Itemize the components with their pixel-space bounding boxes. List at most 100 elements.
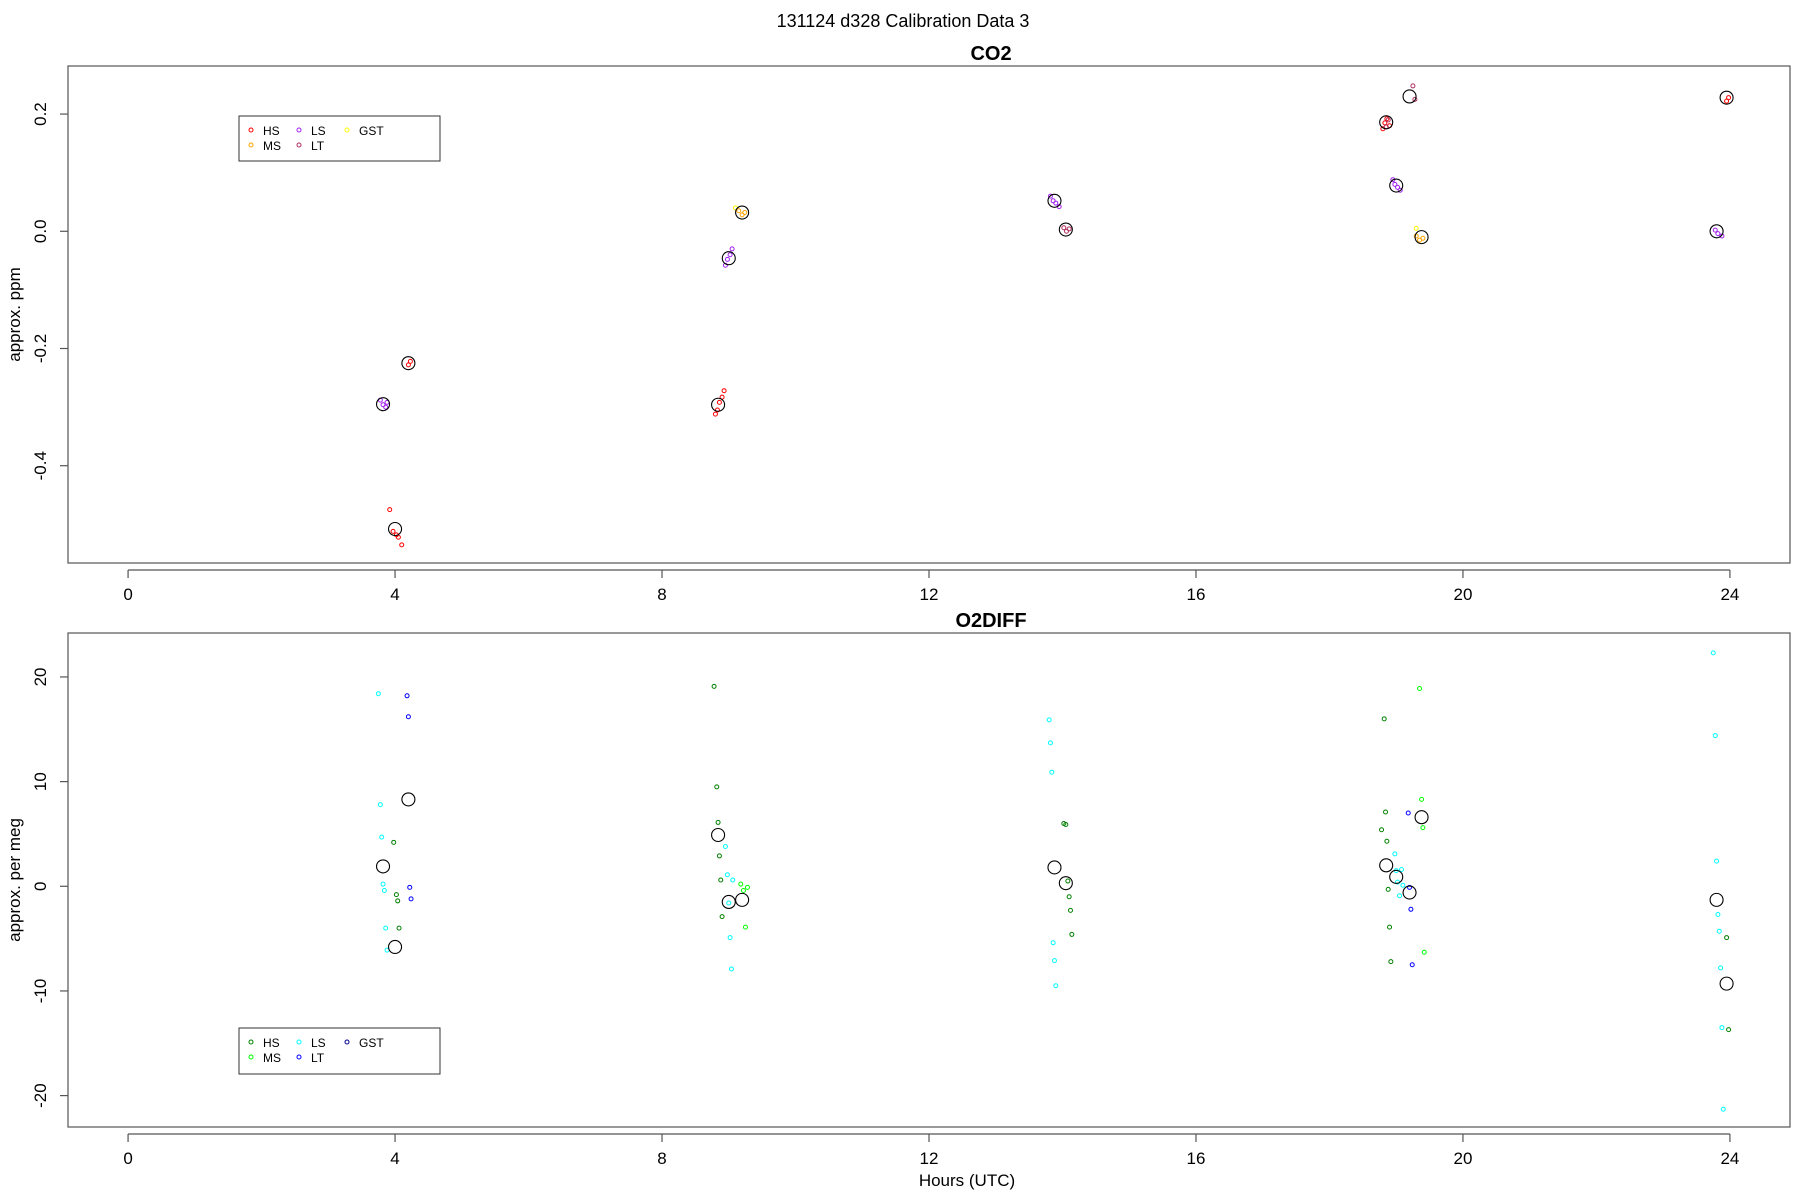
data-point: [1050, 940, 1056, 946]
data-point: [1065, 878, 1071, 884]
legend-label: LS: [311, 1036, 326, 1050]
data-point: [1063, 822, 1069, 828]
data-point: [383, 925, 389, 931]
mean-marker: [1389, 178, 1404, 193]
data-point: [407, 884, 413, 890]
data-point: [377, 802, 383, 808]
data-point: [1716, 928, 1722, 934]
x-tick-label: 8: [657, 1149, 666, 1168]
data-point: [1714, 858, 1720, 864]
data-point: [712, 411, 718, 417]
data-point: [1407, 884, 1413, 890]
data-point: [1724, 935, 1730, 941]
legend-box: [238, 1027, 441, 1075]
y-tick-label: 20: [31, 667, 50, 686]
data-point: [1719, 1025, 1725, 1031]
data-point: [1397, 893, 1403, 899]
legend-label: LS: [311, 124, 326, 138]
data-point: [1053, 200, 1059, 206]
data-point: [730, 877, 736, 883]
data-point: [729, 246, 735, 252]
data-point: [1710, 650, 1716, 656]
x-tick-label: 16: [1187, 585, 1206, 604]
legend-label: LT: [311, 139, 325, 153]
y-tick-label: -10: [31, 979, 50, 1004]
data-point: [396, 925, 402, 931]
data-point: [724, 872, 730, 878]
data-point: [714, 407, 720, 413]
x-tick-label: 24: [1720, 585, 1739, 604]
data-point: [714, 784, 720, 790]
data-point: [1715, 231, 1721, 237]
mean-marker: [711, 827, 726, 843]
data-point: [1066, 894, 1072, 900]
data-point: [726, 900, 732, 906]
legend-marker: [296, 142, 302, 148]
data-point: [1397, 187, 1403, 193]
panel-title: CO2: [970, 43, 1011, 65]
mean-marker: [1402, 89, 1417, 104]
mean-marker: [1058, 222, 1073, 237]
mean-marker: [1414, 230, 1429, 245]
data-point: [1417, 685, 1423, 691]
data-point: [387, 507, 393, 513]
x-tick-label: 0: [123, 1149, 132, 1168]
data-point: [1047, 193, 1053, 199]
x-tick-label: 8: [657, 585, 666, 604]
mean-marker: [735, 892, 750, 907]
data-point: [1067, 907, 1073, 913]
data-point: [1724, 98, 1730, 104]
x-tick-label: 20: [1453, 585, 1472, 604]
data-point: [1383, 809, 1389, 815]
x-tick-label: 4: [390, 1149, 399, 1168]
mean-marker: [1709, 224, 1724, 239]
data-point: [1392, 851, 1398, 857]
mean-marker: [1389, 869, 1404, 884]
data-point: [718, 877, 724, 883]
y-tick-label: 0: [31, 882, 50, 891]
data-point: [1384, 838, 1390, 844]
y-axis-label: approx. ppm: [5, 267, 24, 362]
page-title-svg: 131124 d328 Calibration Data 3: [777, 11, 1030, 31]
data-point: [727, 935, 733, 941]
data-point: [1053, 983, 1059, 989]
data-point: [1720, 1106, 1726, 1112]
data-point: [1385, 117, 1391, 123]
co2-panel: CO2 0 4 8 12 16 20 24 -0.4 -0.2 0.0 0.2 approx. ppm H…: [5, 43, 1791, 604]
y-tick-label: -0.4: [31, 451, 50, 480]
x-axis-label: Hours (UTC): [919, 1171, 1015, 1190]
data-point: [716, 399, 722, 405]
mean-marker: [1414, 810, 1429, 825]
data-point: [1061, 225, 1067, 231]
y-tick-label: 0.0: [31, 219, 50, 243]
data-point: [383, 404, 389, 410]
legend-label: HS: [263, 124, 280, 138]
data-point: [381, 887, 387, 893]
data-point: [1408, 906, 1414, 912]
y-tick-label: -20: [31, 1083, 50, 1108]
mean-marker: [1719, 90, 1734, 105]
x-tick-label: 20: [1453, 1149, 1472, 1168]
mean-marker: [1047, 860, 1062, 875]
data-point: [1712, 733, 1718, 739]
mean-marker: [1058, 876, 1073, 891]
legend-marker: [296, 127, 302, 133]
y-tick-label: 0.2: [31, 102, 50, 126]
mean-marker: [1047, 193, 1062, 208]
data-point: [742, 924, 748, 930]
data-point: [728, 966, 734, 972]
data-point: [1421, 949, 1427, 955]
data-point: [740, 887, 746, 893]
mean-marker: [1379, 858, 1394, 873]
x-tick-label: 4: [390, 585, 399, 604]
data-point: [1399, 867, 1405, 873]
data-point: [1385, 886, 1391, 892]
mean-marker: [721, 251, 736, 266]
data-point: [1419, 796, 1425, 802]
legend-marker: [248, 127, 254, 133]
data-point: [1712, 227, 1718, 233]
mean-marker: [401, 792, 416, 807]
data-point: [1051, 958, 1057, 964]
data-point: [380, 881, 386, 887]
plot-frame: [67, 632, 1791, 1128]
